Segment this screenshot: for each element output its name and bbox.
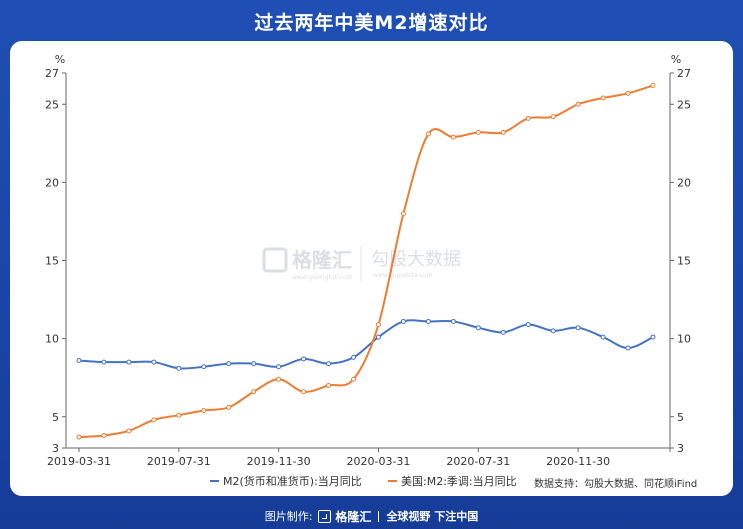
x-tick-label: 2020-07-31	[446, 455, 510, 468]
data-point-0	[575, 325, 581, 331]
data-point-1	[450, 134, 456, 140]
y-tick-label-right: 10	[677, 333, 691, 346]
legend-label-1: 美国:M2:季调:当月同比	[401, 474, 517, 488]
data-point-0	[251, 361, 257, 367]
data-point-1	[126, 428, 132, 434]
footer-divider	[378, 510, 380, 522]
chart-svg: 格隆汇 www.gelonghui.com 勾股大数据 www.gogudata…	[45, 53, 697, 490]
data-point-1	[400, 211, 406, 217]
y-tick-label-left: 25	[45, 98, 59, 111]
data-point-0	[425, 318, 431, 324]
data-point-0	[525, 322, 531, 328]
footer-brand: 格隆汇	[335, 509, 372, 524]
data-point-1	[201, 408, 207, 413]
x-tick-label: 2020-11-30	[546, 455, 610, 468]
data-point-1	[351, 376, 357, 382]
data-point-1	[151, 417, 157, 423]
x-tick-label: 2019-03-31	[47, 455, 111, 468]
watermark-brand: 格隆汇	[292, 248, 352, 272]
data-point-0	[550, 328, 556, 334]
y-tick-label-right: 20	[677, 176, 691, 189]
y-tick-label-left: 27	[45, 67, 59, 80]
data-point-0	[201, 364, 207, 370]
data-point-1	[176, 412, 182, 418]
data-point-0	[176, 365, 182, 371]
y-unit-right: %	[671, 53, 681, 66]
data-point-1	[251, 389, 257, 395]
y-tick-label-right: 15	[677, 255, 691, 268]
data-point-0	[76, 358, 82, 363]
y-tick-label-right: 5	[677, 411, 684, 424]
x-tick-label: 2019-07-31	[147, 455, 211, 468]
data-point-0	[450, 318, 456, 324]
data-point-1	[500, 129, 506, 135]
data-point-1	[550, 114, 556, 120]
data-point-0	[375, 334, 381, 340]
data-point-0	[101, 359, 107, 365]
data-point-0	[351, 354, 357, 360]
y-unit-left: %	[55, 53, 65, 66]
watermark: 格隆汇 www.gelonghui.com 勾股大数据 www.gogudata…	[262, 246, 461, 281]
data-point-1	[425, 131, 431, 137]
y-tick-label-right: 25	[677, 98, 691, 111]
watermark-data-brand: 勾股大数据	[371, 249, 461, 270]
data-point-0	[126, 359, 132, 365]
data-point-0	[500, 329, 506, 335]
data-point-0	[625, 345, 631, 351]
y-tick-label-left: 20	[45, 176, 59, 189]
data-point-1	[226, 404, 232, 410]
y-tick-label-left: 5	[52, 411, 59, 424]
chart-title: 过去两年中美M2增速对比	[254, 12, 489, 34]
data-point-1	[625, 90, 631, 96]
series-line-1	[78, 84, 654, 439]
data-point-1	[575, 101, 581, 107]
x-tick-label: 2019-11-30	[247, 455, 311, 468]
data-point-1	[276, 376, 282, 382]
chart-panel: 格隆汇 www.gelonghui.com 勾股大数据 www.gogudata…	[10, 41, 733, 496]
footer-label: 图片制作:	[264, 510, 313, 523]
data-point-0	[400, 318, 406, 324]
watermark-data-url: www.gogudata.com	[373, 272, 433, 279]
data-point-0	[276, 364, 282, 370]
data-point-0	[326, 361, 332, 367]
data-point-1	[301, 389, 307, 395]
y-tick-label-left: 15	[45, 255, 59, 268]
data-point-1	[525, 115, 531, 121]
footer-slogan: 全球视野 下注中国	[386, 510, 479, 523]
data-point-1	[326, 383, 332, 388]
data-point-0	[475, 325, 481, 331]
data-point-1	[76, 434, 82, 440]
series-line-0	[78, 319, 654, 370]
data-point-1	[600, 95, 606, 101]
data-point-1	[375, 322, 381, 328]
x-tick-label: 2020-03-31	[347, 455, 411, 468]
data-point-1	[650, 83, 656, 88]
y-tick-label-left: 3	[52, 442, 59, 455]
data-point-0	[151, 359, 157, 365]
source-note: 数据支持：勾股大数据、同花顺iFind	[534, 477, 697, 490]
watermark-logo-icon	[262, 247, 288, 273]
data-point-0	[650, 334, 656, 340]
data-point-1	[475, 129, 481, 135]
watermark-brand-url: www.gelonghui.com	[292, 274, 353, 281]
data-point-1	[101, 433, 107, 438]
data-point-0	[600, 334, 606, 340]
data-point-0	[301, 356, 307, 362]
brand-logo-icon	[318, 509, 332, 523]
y-tick-label-left: 10	[45, 333, 59, 346]
y-tick-label-right: 27	[677, 67, 691, 80]
data-point-0	[226, 361, 232, 367]
y-tick-label-right: 3	[677, 442, 684, 455]
footer: 图片制作: 格隆汇 全球视野 下注中国	[0, 506, 743, 526]
legend-label-0: M2(货币和准货币):当月同比	[223, 474, 362, 488]
